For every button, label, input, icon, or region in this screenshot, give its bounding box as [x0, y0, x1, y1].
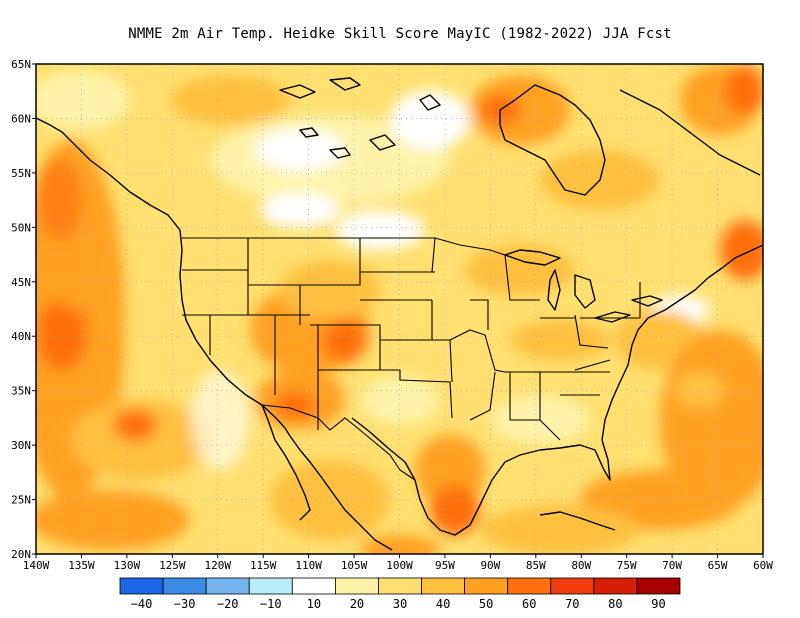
latitude-axis: 65N 60N 55N 50N 45N 40N 35N 30N 25N 20N: [11, 58, 36, 561]
colorbar-swatch: [636, 577, 681, 595]
colorbar-swatch: [421, 577, 466, 595]
lat-tick-label: 60N: [11, 112, 31, 125]
colorbar-swatch: [507, 577, 552, 595]
colorbar-swatch: [248, 577, 293, 595]
colorbar-label: 70: [565, 597, 579, 611]
colorbar-swatch: [119, 577, 164, 595]
political-borders: [182, 237, 641, 481]
colorbar-label: 80: [608, 597, 622, 611]
lat-tick-label: 65N: [11, 58, 31, 71]
colorbar-swatch: [593, 577, 638, 595]
lon-tick-label: 75W: [617, 559, 637, 572]
colorbar-label: 50: [479, 597, 493, 611]
lat-tick-label: 50N: [11, 221, 31, 234]
lon-tick-label: 60W: [753, 559, 773, 572]
colorbar: −40 −30 −20 −10 10 20 30 40 50 60 70 80 90: [119, 577, 681, 611]
lon-tick-label: 95W: [435, 559, 455, 572]
lat-tick-label: 35N: [11, 385, 31, 398]
coastlines: [36, 77, 763, 551]
colorbar-swatch: [550, 577, 595, 595]
colorbar-swatch: [162, 577, 207, 595]
lon-tick-label: 125W: [159, 559, 186, 572]
lon-tick-label: 135W: [68, 559, 95, 572]
colorbar-label: 30: [393, 597, 407, 611]
lat-tick-label: 55N: [11, 167, 31, 180]
lon-tick-label: 105W: [341, 559, 368, 572]
colorbar-swatch: [464, 577, 509, 595]
lon-tick-label: 70W: [662, 559, 682, 572]
longitude-axis: 140W 135W 130W 125W 120W 115W 110W 105W 100W 95W 9…: [23, 554, 773, 572]
colorbar-label: −10: [260, 597, 282, 611]
lon-tick-label: 120W: [205, 559, 232, 572]
colorbar-label: −40: [131, 597, 153, 611]
lat-tick-label: 40N: [11, 330, 31, 343]
skill-field: [36, 64, 763, 554]
lon-tick-label: 80W: [571, 559, 591, 572]
colorbar-label: 20: [350, 597, 364, 611]
colorbar-label: −20: [217, 597, 239, 611]
colorbar-label: 10: [307, 597, 321, 611]
colorbar-swatch: [334, 577, 379, 595]
lon-tick-label: 85W: [526, 559, 546, 572]
lon-tick-label: 110W: [295, 559, 322, 572]
lon-tick-label: 90W: [480, 559, 500, 572]
lat-tick-label: 25N: [11, 494, 31, 507]
lon-tick-label: 65W: [708, 559, 728, 572]
colorbar-label: −30: [174, 597, 196, 611]
lat-tick-label: 20N: [11, 548, 31, 561]
page-title: NMME 2m Air Temp. Heidke Skill Score May…: [128, 26, 672, 42]
lon-tick-label: 115W: [250, 559, 277, 572]
colorbar-label: 90: [651, 597, 665, 611]
lon-tick-label: 130W: [114, 559, 141, 572]
lat-lon-grid: [36, 64, 763, 554]
lat-tick-label: 45N: [11, 276, 31, 289]
colorbar-swatch: [291, 577, 336, 595]
colorbar-swatch: [205, 577, 250, 595]
lat-tick-label: 30N: [11, 439, 31, 452]
colorbar-label: 60: [522, 597, 536, 611]
colorbar-swatch: [378, 577, 422, 595]
lon-tick-label: 100W: [386, 559, 413, 572]
colorbar-label: 40: [436, 597, 450, 611]
lon-tick-label: 140W: [23, 559, 50, 572]
